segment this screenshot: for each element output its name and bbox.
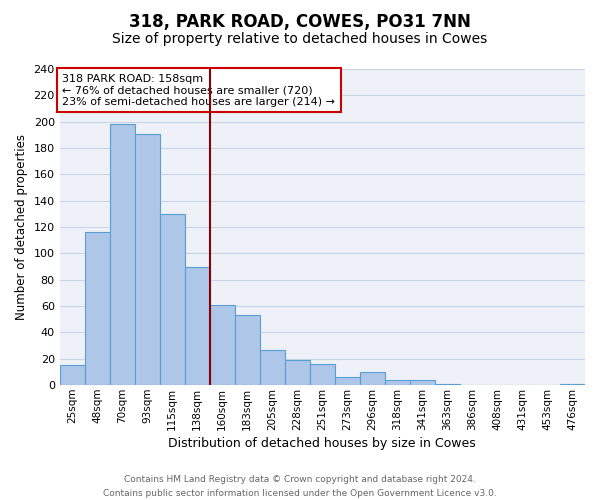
- Bar: [360, 372, 385, 385]
- Text: Contains HM Land Registry data © Crown copyright and database right 2024.
Contai: Contains HM Land Registry data © Crown c…: [103, 476, 497, 498]
- Bar: [385, 380, 410, 385]
- Text: Size of property relative to detached houses in Cowes: Size of property relative to detached ho…: [112, 32, 488, 46]
- Bar: [285, 360, 310, 385]
- Text: 318 PARK ROAD: 158sqm
← 76% of detached houses are smaller (720)
23% of semi-det: 318 PARK ROAD: 158sqm ← 76% of detached …: [62, 74, 335, 107]
- X-axis label: Distribution of detached houses by size in Cowes: Distribution of detached houses by size …: [169, 437, 476, 450]
- Bar: [85, 232, 110, 385]
- Bar: [210, 305, 235, 385]
- Bar: [110, 124, 135, 385]
- Y-axis label: Number of detached properties: Number of detached properties: [15, 134, 28, 320]
- Text: 318, PARK ROAD, COWES, PO31 7NN: 318, PARK ROAD, COWES, PO31 7NN: [129, 12, 471, 30]
- Bar: [135, 134, 160, 385]
- Bar: [560, 384, 585, 385]
- Bar: [185, 266, 210, 385]
- Bar: [235, 316, 260, 385]
- Bar: [310, 364, 335, 385]
- Bar: [435, 384, 460, 385]
- Bar: [410, 380, 435, 385]
- Bar: [335, 377, 360, 385]
- Bar: [160, 214, 185, 385]
- Bar: [59, 366, 85, 385]
- Bar: [260, 350, 285, 385]
